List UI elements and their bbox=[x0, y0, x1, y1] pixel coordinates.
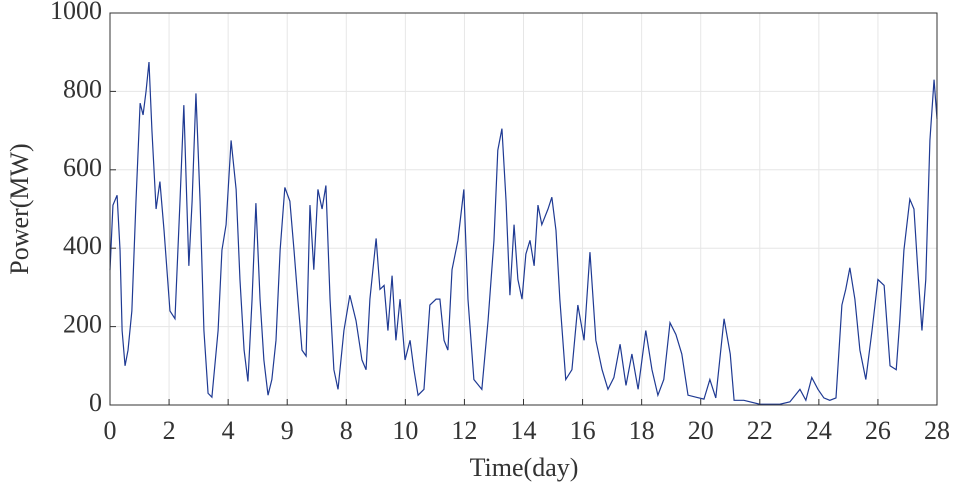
x-tick-label: 9 bbox=[281, 416, 294, 445]
y-tick-label: 600 bbox=[63, 153, 102, 182]
x-tick-label: 22 bbox=[747, 416, 773, 445]
x-tick-label: 12 bbox=[451, 416, 477, 445]
x-axis-label: Time(day) bbox=[470, 453, 579, 482]
x-tick-label: 0 bbox=[104, 416, 117, 445]
x-tick-label: 10 bbox=[392, 416, 418, 445]
x-tick-label: 2 bbox=[163, 416, 176, 445]
x-tick-label: 14 bbox=[511, 416, 537, 445]
y-tick-label: 400 bbox=[63, 231, 102, 260]
data-line bbox=[109, 61, 938, 405]
x-tick-label: 16 bbox=[570, 416, 596, 445]
y-tick-label: 200 bbox=[63, 310, 102, 339]
y-tick-label: 800 bbox=[63, 74, 102, 103]
y-axis-label: Power(MW) bbox=[5, 143, 34, 274]
x-tick-label: 20 bbox=[688, 416, 714, 445]
x-tick-label: 24 bbox=[806, 416, 832, 445]
x-tick-label: 4 bbox=[222, 416, 235, 445]
x-tick-label: 18 bbox=[629, 416, 655, 445]
y-tick-label: 0 bbox=[89, 388, 102, 417]
x-tick-label: 8 bbox=[340, 416, 353, 445]
x-tick-label: 26 bbox=[865, 416, 891, 445]
y-tick-label: 1000 bbox=[50, 0, 102, 25]
x-tick-label: 28 bbox=[924, 416, 950, 445]
